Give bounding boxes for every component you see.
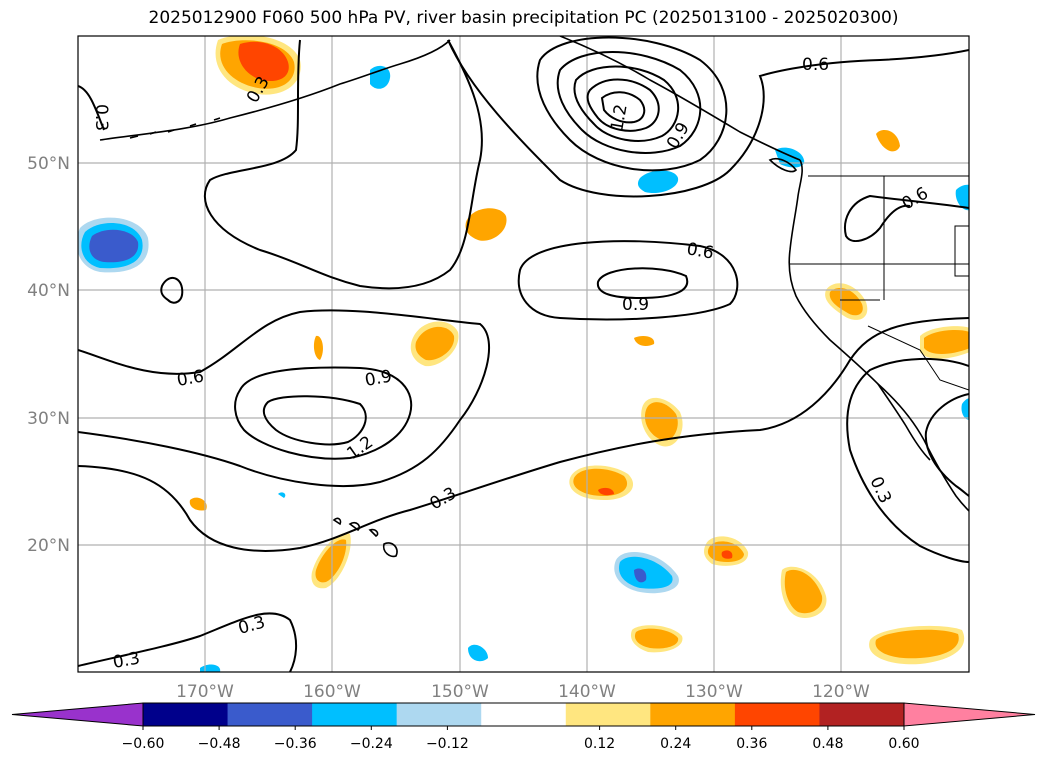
map-title: 2025012900 F060 500 hPa PV, river basin … xyxy=(148,8,899,28)
colorbar-segment xyxy=(565,703,651,726)
lat-label: 40°N xyxy=(27,281,70,301)
shade-pos-2 xyxy=(465,208,507,241)
lat-label: 50°N xyxy=(27,154,70,174)
colorbar-tick-label: 0.24 xyxy=(660,736,691,752)
colorbar-tick-label: −0.36 xyxy=(274,736,317,752)
shade-neg-8 xyxy=(955,184,969,211)
shade-pos-11b xyxy=(784,569,823,614)
lon-label: 150°W xyxy=(431,682,489,702)
colorbar-segment xyxy=(734,703,820,726)
shade-pos-15b xyxy=(924,330,969,354)
colorbar: −0.60 −0.48 −0.36 −0.24 −0.12 0.12 0.24 0.36 0.4… xyxy=(11,702,1036,752)
latitude-labels: 50°N 40°N 30°N 20°N xyxy=(27,154,70,556)
shade-pos-14b xyxy=(829,288,863,316)
lon-label: 120°W xyxy=(812,682,870,702)
contour-label: 0.6 xyxy=(802,55,829,75)
colorbar-tick-label: −0.60 xyxy=(122,736,165,752)
colorbar-segment xyxy=(396,703,482,726)
shade-pos-3b xyxy=(415,326,455,361)
colorbar-extend-min xyxy=(11,702,144,727)
contour-label: 0.9 xyxy=(363,367,393,391)
shade-pos-9b xyxy=(315,539,347,583)
shade-pos-4 xyxy=(313,335,323,360)
lon-label: 170°W xyxy=(176,682,234,702)
colorbar-segment xyxy=(312,703,398,726)
shade-neg-9 xyxy=(961,398,969,420)
country-borders xyxy=(790,175,969,391)
pv-contours xyxy=(78,36,969,672)
colorbar-segment xyxy=(227,703,313,726)
gridlines xyxy=(78,36,969,672)
contour-label: 1.2 xyxy=(607,103,631,133)
contour-label: 0.6 xyxy=(175,367,205,391)
colorbar-tick-label: −0.12 xyxy=(426,736,469,752)
shade-neg-6 xyxy=(468,644,488,662)
shade-pos-7c xyxy=(598,487,614,496)
shade-pos-1c xyxy=(238,41,289,82)
shade-pos-6b xyxy=(644,402,678,441)
shade-pos-5 xyxy=(634,336,655,346)
coastlines xyxy=(99,36,969,558)
contour-label: 0.3 xyxy=(91,104,111,131)
colorbar-segment xyxy=(650,703,736,726)
longitude-labels: 170°W 160°W 150°W 140°W 130°W 120°W xyxy=(176,682,870,702)
colorbar-tick-label: 0.36 xyxy=(736,736,767,752)
lon-label: 160°W xyxy=(303,682,361,702)
colorbar-segments xyxy=(11,702,1036,727)
shade-neg-10 xyxy=(278,492,286,498)
colorbar-extend-max xyxy=(903,702,1036,727)
contour-label: 0.3 xyxy=(111,649,141,673)
lat-label: 30°N xyxy=(27,409,70,429)
contour-label: 0.6 xyxy=(685,239,715,263)
shade-pos-8 xyxy=(189,497,207,511)
shade-pos-16 xyxy=(876,130,900,152)
colorbar-tick-label: 0.12 xyxy=(584,736,615,752)
shade-neg-5c xyxy=(634,568,647,583)
colorbar-ticks: −0.60 −0.48 −0.36 −0.24 −0.12 0.12 0.24 0.36 0.4… xyxy=(122,726,920,752)
colorbar-segment xyxy=(143,703,229,726)
precip-shading xyxy=(78,36,969,672)
map-frame xyxy=(77,35,970,673)
contour-label: 0.9 xyxy=(622,295,649,315)
colorbar-frame xyxy=(142,702,905,727)
colorbar-tick-label: −0.48 xyxy=(198,736,241,752)
lon-label: 130°W xyxy=(685,682,743,702)
shade-pos-13b xyxy=(875,629,959,659)
colorbar-tick-label: 0.60 xyxy=(888,736,919,752)
shade-neg-5b xyxy=(618,556,673,589)
colorbar-segment xyxy=(819,703,905,726)
shade-pos-10c xyxy=(721,550,733,559)
lat-label: 20°N xyxy=(27,536,70,556)
colorbar-tick-label: 0.48 xyxy=(812,736,843,752)
shade-pos-12b xyxy=(634,628,679,649)
colorbar-tick-label: −0.24 xyxy=(350,736,393,752)
map-panel xyxy=(78,36,969,672)
lon-label: 140°W xyxy=(558,682,616,702)
colorbar-segment xyxy=(481,703,567,726)
shade-neg-3 xyxy=(637,170,679,194)
shade-neg-1c xyxy=(89,229,139,263)
